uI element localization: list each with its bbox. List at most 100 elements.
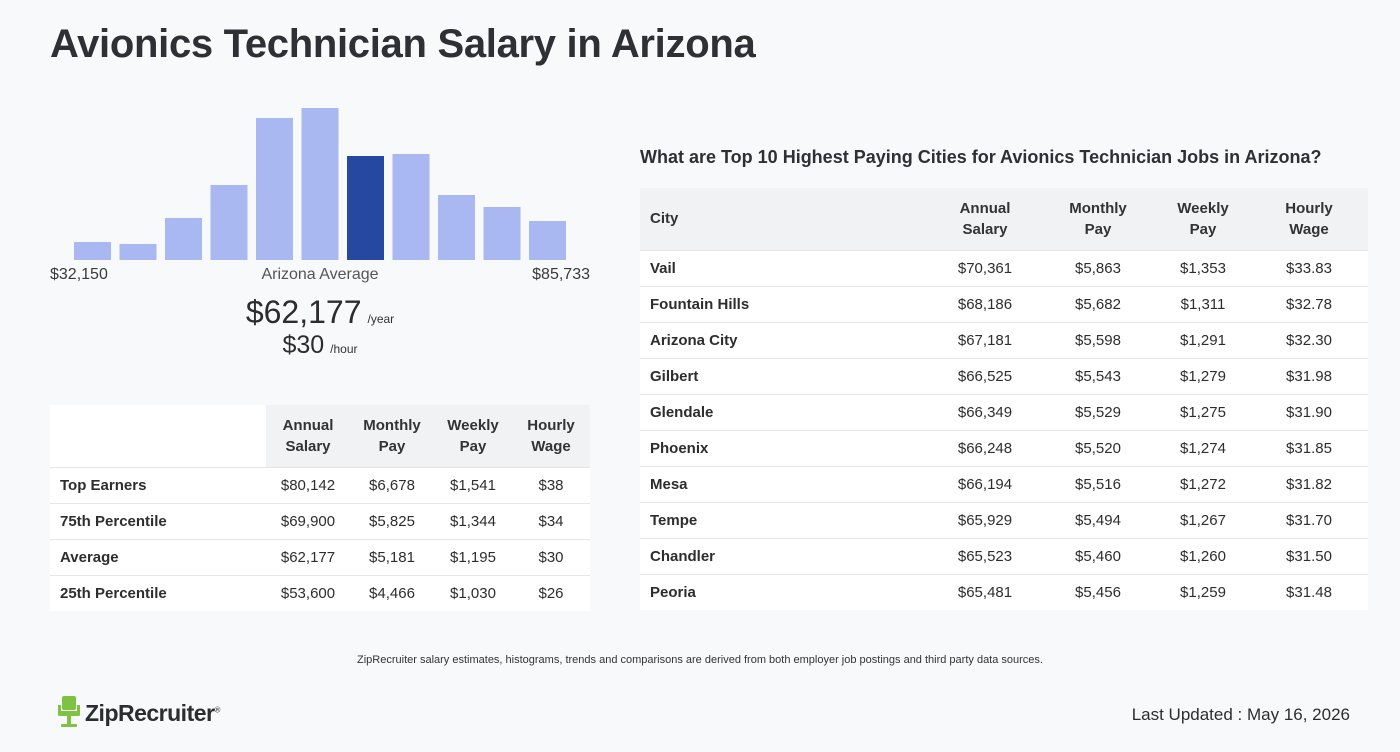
table-row: Tempe $65,929 $5,494 $1,267 $31.70 <box>640 501 1368 538</box>
city-name-cell: Mesa <box>640 465 930 502</box>
weekly-pay-cell: $1,274 <box>1156 429 1250 466</box>
weekly-pay-cell: $1,267 <box>1156 501 1250 538</box>
histogram-bar <box>119 244 157 260</box>
monthly-pay-cell: $5,863 <box>1040 249 1156 286</box>
registered-mark: ® <box>214 704 220 714</box>
hourly-wage-cell: $31.98 <box>1250 357 1368 394</box>
city-name-cell: Gilbert <box>640 357 930 394</box>
annual-salary-cell: $70,361 <box>930 249 1040 286</box>
table-row: Peoria $65,481 $5,456 $1,259 $31.48 <box>640 573 1368 610</box>
table-row: Glendale $66,349 $5,529 $1,275 $31.90 <box>640 393 1368 430</box>
city-name-cell: Fountain Hills <box>640 285 930 322</box>
row-label: Average <box>50 538 266 575</box>
monthly-pay-cell: $5,456 <box>1040 573 1156 610</box>
data-source-note: ZipRecruiter salary estimates, histogram… <box>357 654 1043 666</box>
histogram-bar <box>392 154 430 260</box>
hourly-wage-cell: $31.50 <box>1250 537 1368 574</box>
annual-salary-cell: $65,523 <box>930 537 1040 574</box>
monthly-pay-cell: $5,516 <box>1040 465 1156 502</box>
annual-salary-cell: $80,142 <box>266 466 350 503</box>
hourly-wage-cell: $31.85 <box>1250 429 1368 466</box>
annual-salary-cell: $67,181 <box>930 321 1040 358</box>
city-name-cell: Chandler <box>640 537 930 574</box>
city-name-cell: Phoenix <box>640 429 930 466</box>
table-row: Top Earners $80,142 $6,678 $1,541 $38 <box>50 466 590 503</box>
table-row: Gilbert $66,525 $5,543 $1,279 $31.98 <box>640 357 1368 394</box>
row-label: Top Earners <box>50 466 266 503</box>
ziprecruiter-logo[interactable]: ZipRecruiter® <box>58 696 220 730</box>
hourly-wage-cell: $34 <box>512 502 590 539</box>
percentile-table-header: Annual Salary Monthly Pay Weekly Pay Hourly… <box>50 405 590 467</box>
annual-salary-cell: $53,600 <box>266 574 350 611</box>
row-label: 75th Percentile <box>50 502 266 539</box>
annual-salary-cell: $68,186 <box>930 285 1040 322</box>
annual-salary-cell: $62,177 <box>266 538 350 575</box>
hourly-wage-cell: $30 <box>512 538 590 575</box>
hourly-amount: $30 <box>282 331 325 359</box>
monthly-pay-cell: $5,494 <box>1040 501 1156 538</box>
table-row: Arizona City $67,181 $5,598 $1,291 $32.30 <box>640 321 1368 358</box>
hourly-wage-cell: $31.90 <box>1250 393 1368 430</box>
header-annual-salary: Annual Salary <box>930 188 1040 250</box>
annual-salary-cell: $65,929 <box>930 501 1040 538</box>
histogram-bar <box>165 218 202 260</box>
table-row: Fountain Hills $68,186 $5,682 $1,311 $32.78 <box>640 285 1368 322</box>
table-row: Vail $70,361 $5,863 $1,353 $33.83 <box>640 249 1368 286</box>
top-cities-table: City Annual Salary Monthly Pay Weekly Pay H… <box>640 188 1368 610</box>
cities-table-header: City Annual Salary Monthly Pay Weekly Pay H… <box>640 188 1368 250</box>
hourly-wage-cell: $31.82 <box>1250 465 1368 502</box>
average-hourly-wage: $30/hour <box>50 331 590 360</box>
salary-histogram <box>50 100 590 260</box>
annual-salary-cell: $66,349 <box>930 393 1040 430</box>
histogram-bar <box>483 207 521 260</box>
annual-salary-cell: $69,900 <box>266 502 350 539</box>
chair-icon <box>58 696 80 727</box>
weekly-pay-cell: $1,275 <box>1156 393 1250 430</box>
row-label: 25th Percentile <box>50 574 266 611</box>
logo-text: ZipRecruiter® <box>85 699 220 726</box>
average-label: Arizona Average <box>261 266 379 283</box>
hourly-unit: /hour <box>330 342 358 356</box>
header-hourly-wage: Hourly Wage <box>512 405 590 467</box>
monthly-pay-cell: $5,543 <box>1040 357 1156 394</box>
blank-header <box>50 405 266 467</box>
city-name-cell: Glendale <box>640 393 930 430</box>
table-row: 25th Percentile $53,600 $4,466 $1,030 $26 <box>50 574 590 611</box>
weekly-pay-cell: $1,291 <box>1156 321 1250 358</box>
monthly-pay-cell: $4,466 <box>350 574 434 611</box>
weekly-pay-cell: $1,259 <box>1156 573 1250 610</box>
annual-salary-cell: $65,481 <box>930 573 1040 610</box>
city-name-cell: Vail <box>640 249 930 286</box>
histogram-bar <box>256 118 293 260</box>
header-city: City <box>640 188 930 250</box>
header-weekly-pay: Weekly Pay <box>434 405 512 467</box>
percentile-table: Annual Salary Monthly Pay Weekly Pay Hourly… <box>50 405 590 611</box>
annual-amount: $62,177 <box>245 294 362 330</box>
hourly-wage-cell: $33.83 <box>1250 249 1368 286</box>
monthly-pay-cell: $5,181 <box>350 538 434 575</box>
monthly-pay-cell: $5,825 <box>350 502 434 539</box>
monthly-pay-cell: $6,678 <box>350 466 434 503</box>
histogram-bar-average <box>347 156 384 260</box>
hourly-wage-cell: $38 <box>512 466 590 503</box>
histogram-bar <box>301 108 339 260</box>
histogram-bar <box>529 221 566 260</box>
weekly-pay-cell: $1,541 <box>434 466 512 503</box>
weekly-pay-cell: $1,260 <box>1156 537 1250 574</box>
salary-range: $32,150 Arizona Average $85,733 <box>50 266 590 286</box>
range-min-label: $32,150 <box>50 266 108 283</box>
hourly-wage-cell: $26 <box>512 574 590 611</box>
table-row: 75th Percentile $69,900 $5,825 $1,344 $34 <box>50 502 590 539</box>
hourly-wage-cell: $32.78 <box>1250 285 1368 322</box>
monthly-pay-cell: $5,598 <box>1040 321 1156 358</box>
table-row: Average $62,177 $5,181 $1,195 $30 <box>50 538 590 575</box>
weekly-pay-cell: $1,353 <box>1156 249 1250 286</box>
weekly-pay-cell: $1,279 <box>1156 357 1250 394</box>
annual-unit: /year <box>367 312 395 326</box>
weekly-pay-cell: $1,195 <box>434 538 512 575</box>
weekly-pay-cell: $1,344 <box>434 502 512 539</box>
monthly-pay-cell: $5,520 <box>1040 429 1156 466</box>
page-title: Avionics Technician Salary in Arizona <box>50 22 756 66</box>
weekly-pay-cell: $1,030 <box>434 574 512 611</box>
cities-title: What are Top 10 Highest Paying Cities fo… <box>640 147 1322 167</box>
